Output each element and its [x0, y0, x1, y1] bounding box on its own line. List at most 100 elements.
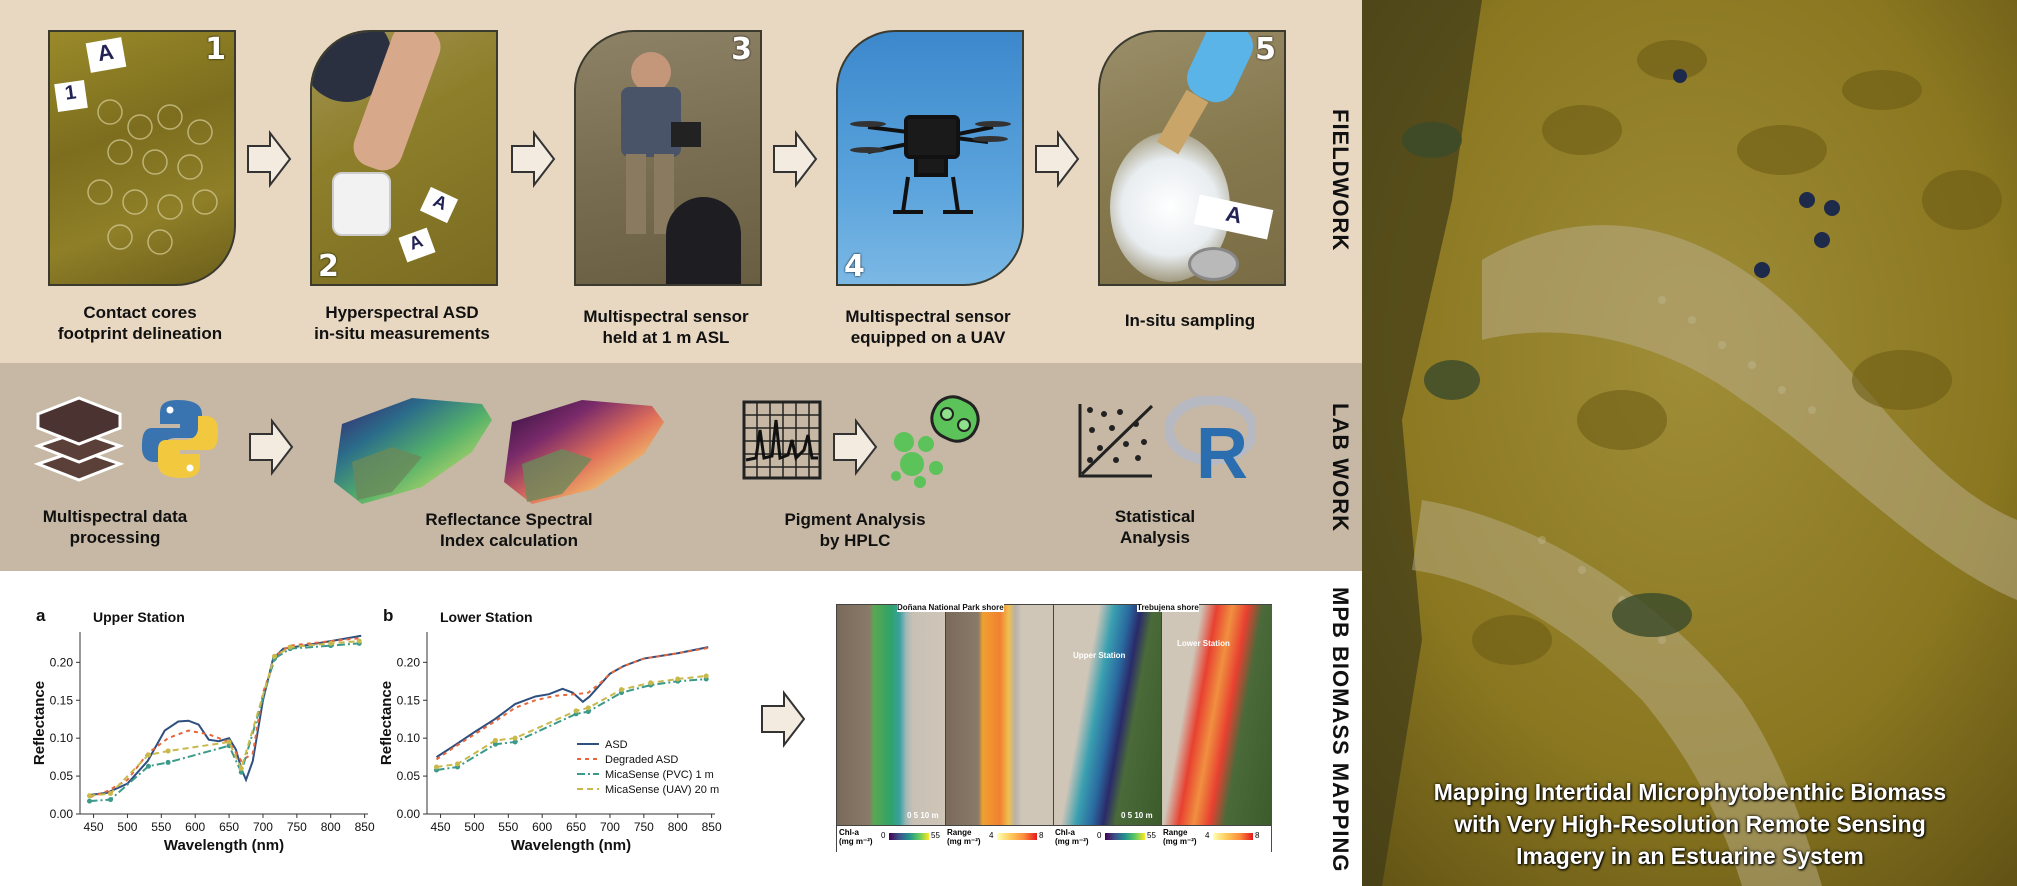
y-tick-label: 0.05	[50, 769, 74, 783]
shore-label-trebujena: Trebujena shore	[1137, 603, 1199, 612]
x-tick-label: 600	[532, 820, 552, 834]
x-tick-label: 650	[219, 820, 239, 834]
series-point	[573, 708, 579, 714]
aerial-mudflat-texture	[1362, 0, 2017, 886]
map-chla-donana	[837, 605, 945, 851]
series-point	[226, 739, 232, 745]
person-crouching	[666, 197, 741, 284]
arrow-right-icon	[761, 690, 806, 748]
index-map-icon	[334, 398, 664, 504]
step-number: 3	[731, 32, 752, 67]
series-line	[435, 646, 709, 761]
chromatogram-icon	[742, 400, 822, 480]
x-axis-label: Wavelength (nm)	[511, 837, 631, 854]
x-tick-label: 650	[566, 820, 586, 834]
station-label-upper: Upper Station	[1073, 651, 1126, 660]
sample-tin	[1188, 247, 1239, 281]
chart-title-b: Lower Station	[440, 609, 533, 625]
series-point	[675, 676, 681, 682]
arrow-right-icon	[511, 130, 556, 188]
series-point	[165, 759, 171, 765]
spectral-chart-lower: 450 500 550 600 650 700 750 800 850 0.00 0.05 0.10 0…	[378, 632, 722, 854]
caption-step-4: Multispectral sensor equipped on a UAV	[845, 307, 1011, 347]
step-number: 1	[205, 32, 226, 67]
series-point	[86, 793, 92, 799]
caption-lab-3: Pigment Analysis by HPLC	[784, 510, 926, 550]
series-point	[512, 735, 518, 741]
algae-cells-icon	[891, 395, 980, 488]
series-point	[145, 752, 151, 758]
panel-letter-b: b	[383, 606, 394, 625]
series-point	[585, 705, 591, 711]
map-legend-strip: Chl-a (mg m⁻²) 0 55 Range (mg m⁻²) 4 8 Chl…	[837, 825, 1271, 852]
series-point	[107, 797, 113, 803]
legend-title: Range (mg m⁻²)	[947, 828, 981, 846]
caption-lab-4: Statistical Analysis	[1114, 507, 1196, 547]
legend-title: Chl-a (mg m⁻²)	[839, 828, 873, 846]
series-line	[436, 678, 707, 772]
shore-label-donana: Doñana National Park shore	[897, 603, 1004, 612]
map-range-donana	[945, 605, 1054, 851]
sensor	[671, 122, 701, 147]
series-point	[238, 769, 244, 775]
series-point	[328, 640, 334, 646]
arrow-right-icon	[249, 418, 294, 476]
series-point	[287, 644, 293, 650]
series-point	[271, 653, 277, 659]
series-point	[433, 764, 439, 770]
step-number: 4	[844, 249, 865, 284]
legend-title: Range (mg m⁻²)	[1163, 828, 1197, 846]
viridis-colorbar	[1105, 833, 1145, 840]
y-tick-label: 0.15	[397, 693, 421, 707]
series-point	[454, 761, 460, 767]
x-tick-label: 850	[355, 820, 375, 834]
series-point	[648, 680, 654, 686]
scale-bar: 0 5 10 m	[1121, 811, 1153, 820]
lab-work-label: LAB WORK	[1328, 403, 1353, 532]
mapping-label: MPB BIOMASS MAPPING	[1328, 587, 1353, 873]
photo-sampling: A 5	[1098, 30, 1286, 286]
r-logo-icon: R	[1166, 396, 1256, 482]
svg-text:R: R	[1196, 414, 1248, 482]
series-point	[703, 673, 709, 679]
series-point	[145, 763, 151, 769]
series-point	[585, 709, 591, 715]
y-axis-label: Reflectance	[378, 681, 395, 765]
y-axis-label: Reflectance	[31, 681, 48, 765]
uav-drone-icon	[850, 115, 1011, 214]
map-range-trebujena	[1161, 605, 1272, 851]
series-point	[356, 638, 362, 644]
photo-contact-cores: A 1 1	[48, 30, 236, 286]
caption-step-5: In-situ sampling	[1124, 311, 1256, 330]
arrow-right-icon	[1035, 130, 1080, 188]
biomass-maps: Doñana National Park shore Trebujena sho…	[836, 603, 1272, 852]
arrow-right-icon	[773, 130, 818, 188]
series-point	[86, 798, 92, 804]
tag-1: 1	[54, 80, 88, 112]
caption-lab-2: Reflectance Spectral Index calculation	[425, 510, 593, 550]
station-label-lower: Lower Station	[1177, 639, 1230, 648]
legend-entry: MicaSense (PVC) 1 m	[605, 769, 714, 781]
caption-lab-1: Multispectral data processing	[42, 507, 188, 547]
caption-step-2: Hyperspectral ASD in-situ measurements	[314, 303, 490, 343]
series-line	[89, 634, 362, 797]
x-tick-label: 450	[84, 820, 104, 834]
legend-min: 0	[1097, 831, 1102, 840]
scatter-plot-icon	[1078, 404, 1154, 478]
series-line	[435, 646, 709, 758]
map-chla-trebujena	[1053, 605, 1162, 851]
series-point	[492, 737, 498, 743]
x-tick-label: 750	[634, 820, 654, 834]
chart-title-a: Upper Station	[93, 609, 185, 625]
core-footprints	[87, 99, 218, 255]
legend-min: 4	[1205, 831, 1210, 840]
caption-step-1: Contact cores footprint delineation	[57, 303, 223, 343]
y-tick-label: 0.20	[397, 655, 421, 669]
y-tick-label: 0.00	[397, 807, 421, 821]
legend-max: 8	[1255, 831, 1260, 840]
tag-a-2: A	[398, 227, 436, 263]
x-tick-label: 700	[600, 820, 620, 834]
aerial-title: Mapping Intertidal Microphytobenthic Bio…	[1433, 779, 1947, 869]
y-tick-label: 0.00	[50, 807, 74, 821]
legend-entry: MicaSense (UAV) 20 m	[605, 784, 719, 796]
